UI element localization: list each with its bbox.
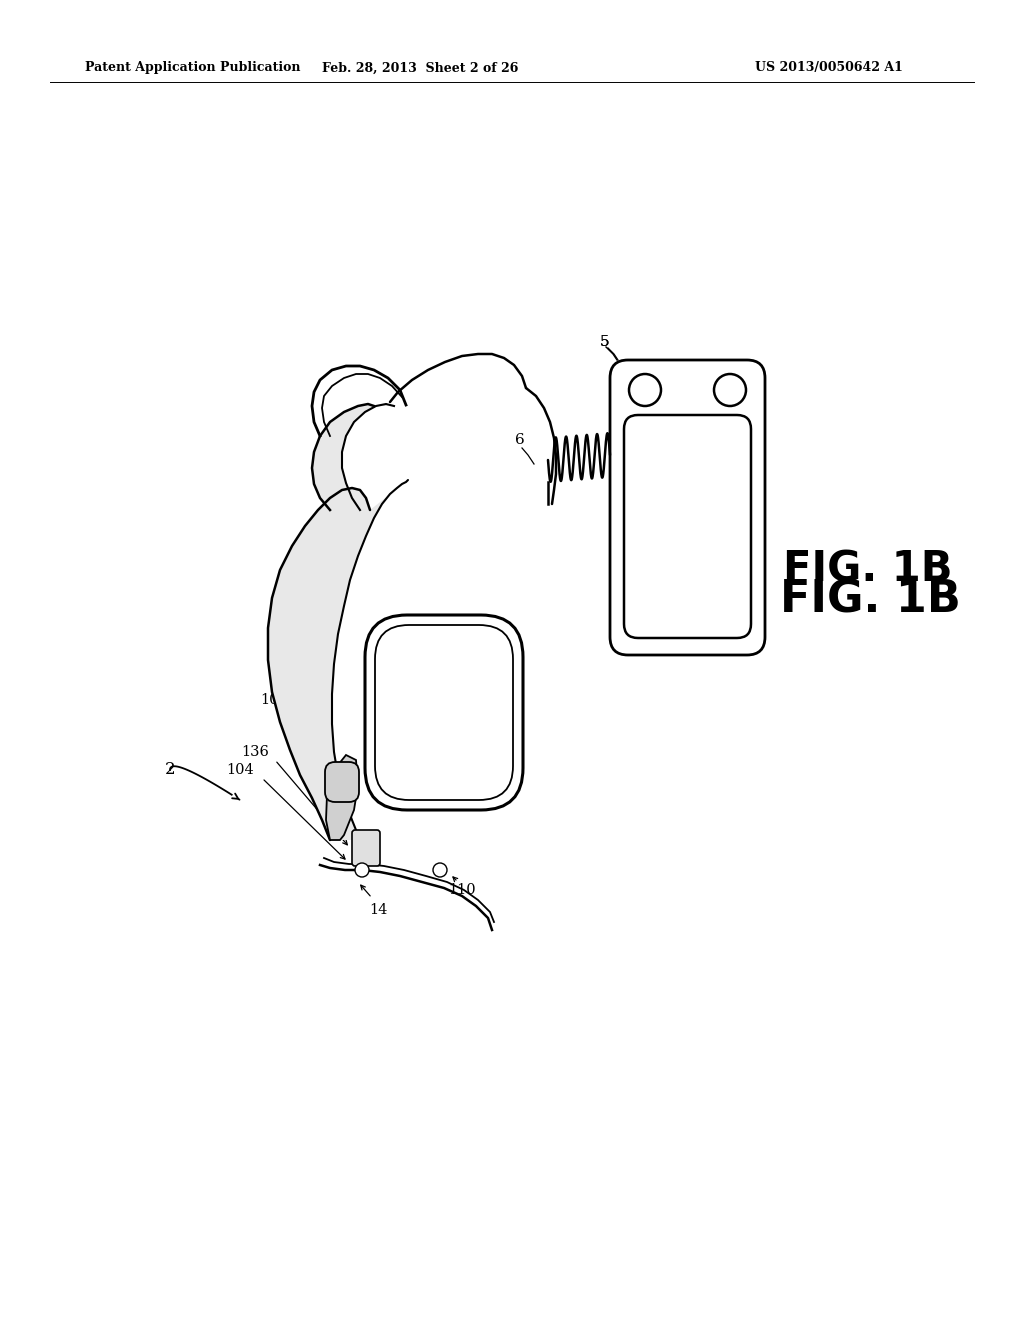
- FancyBboxPatch shape: [624, 414, 751, 638]
- FancyBboxPatch shape: [610, 360, 765, 655]
- Text: 5: 5: [600, 335, 610, 348]
- Text: 104: 104: [226, 763, 254, 777]
- Text: Feb. 28, 2013  Sheet 2 of 26: Feb. 28, 2013 Sheet 2 of 26: [322, 62, 518, 74]
- Polygon shape: [312, 404, 394, 510]
- Text: FIG. 1B: FIG. 1B: [783, 549, 952, 591]
- Text: 14: 14: [369, 903, 387, 917]
- Polygon shape: [326, 755, 358, 840]
- Text: 2: 2: [165, 762, 175, 779]
- Circle shape: [629, 374, 662, 407]
- Circle shape: [355, 863, 369, 876]
- Text: 115: 115: [276, 631, 304, 645]
- Text: FIG. 1B: FIG. 1B: [779, 578, 961, 622]
- Circle shape: [433, 863, 447, 876]
- Text: US 2013/0050642 A1: US 2013/0050642 A1: [755, 62, 903, 74]
- Text: 6: 6: [515, 433, 525, 447]
- Text: 5: 5: [600, 335, 610, 348]
- Polygon shape: [268, 480, 408, 840]
- FancyBboxPatch shape: [352, 830, 380, 866]
- FancyBboxPatch shape: [325, 762, 359, 803]
- Text: 7: 7: [745, 553, 755, 568]
- Text: Patent Application Publication: Patent Application Publication: [85, 62, 300, 74]
- Text: 110: 110: [449, 883, 476, 898]
- Circle shape: [714, 374, 746, 407]
- FancyBboxPatch shape: [375, 624, 513, 800]
- FancyBboxPatch shape: [365, 615, 523, 810]
- Text: 7: 7: [750, 554, 760, 569]
- Text: 102: 102: [260, 693, 288, 708]
- Text: 136: 136: [241, 744, 269, 759]
